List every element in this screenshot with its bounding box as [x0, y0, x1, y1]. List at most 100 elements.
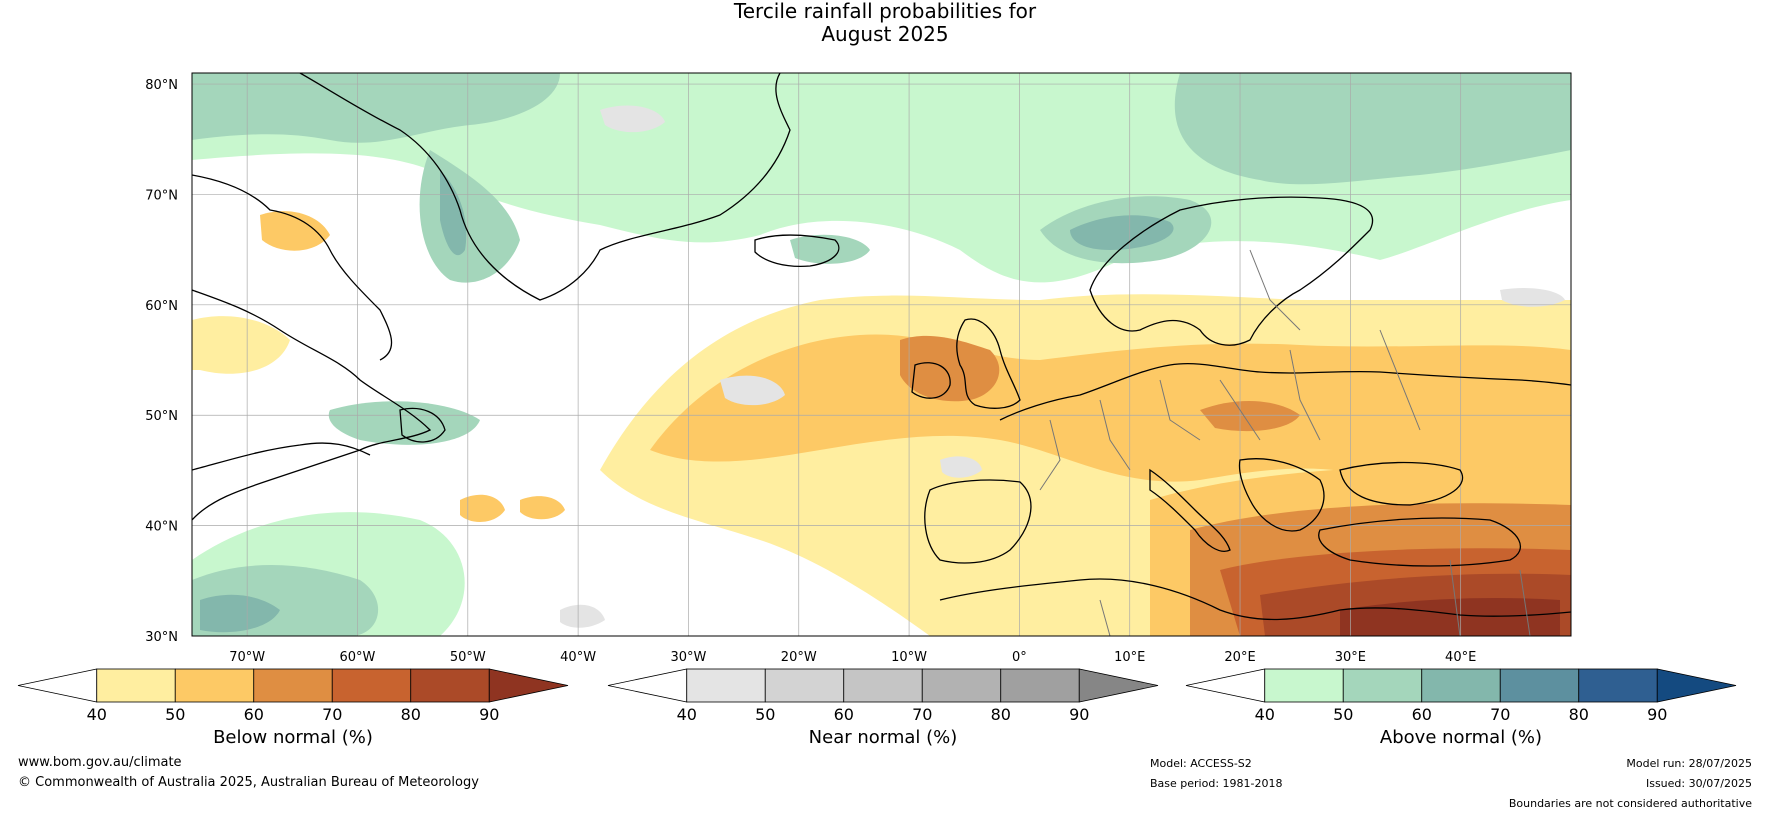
- colorbar-segment: [410, 668, 490, 703]
- model-run-text: Model run: 28/07/2025: [1626, 757, 1752, 770]
- border-line: [1219, 379, 1261, 441]
- colorbar-segment: [764, 668, 845, 703]
- country-borders: [1039, 249, 1531, 636]
- longitude-tick-label: 0°: [1012, 650, 1027, 665]
- probability-shading: [192, 73, 1571, 636]
- italy-coast: [1149, 468, 1231, 552]
- colorbar-tick-label: 80: [991, 705, 1011, 724]
- colorbar-extend-high: [1656, 668, 1737, 703]
- north-america-coast: [192, 442, 371, 471]
- colorbar-segment: [1421, 668, 1501, 703]
- colorbar: 40 50 60 70 80 90: [17, 668, 569, 724]
- above-normal-region: [790, 234, 870, 264]
- colorbar-tick-label: 80: [401, 705, 421, 724]
- colorbar-segment: [1499, 668, 1580, 703]
- colorbar-tick-label: 70: [1490, 705, 1510, 724]
- colorbar-tick-label: 40: [87, 705, 107, 724]
- above-normal-region: [1070, 215, 1174, 250]
- copyright-text: © Commonwealth of Australia 2025, Austra…: [18, 775, 479, 790]
- longitude-tick-label: 40°W: [560, 650, 596, 665]
- border-line: [1099, 399, 1131, 471]
- colorbar-tick-label: 70: [912, 705, 932, 724]
- below-normal-region: [260, 211, 330, 251]
- border-line: [1519, 569, 1531, 636]
- turkey-coast: [1318, 517, 1522, 567]
- colorbar-segment: [96, 668, 176, 703]
- colorbar-extend-low: [607, 668, 688, 703]
- black-sea-coast: [1339, 461, 1464, 506]
- axis-labels: 80°N 70°N 60°N 50°N 40°N 30°N 70°W 60°W 50°W 40°W…: [145, 78, 1476, 665]
- longitude-tick-label: 70°W: [229, 650, 265, 665]
- colorbar-extend-high: [1078, 668, 1159, 703]
- latitude-tick-label: 60°N: [145, 299, 178, 314]
- below-normal-region: [650, 334, 1571, 520]
- longitude-tick-label: 30°W: [670, 650, 706, 665]
- colorbar-label-near: Near normal (%): [808, 727, 958, 748]
- colorbar-tick-label: 90: [1069, 705, 1089, 724]
- europe-coast: [999, 362, 1571, 421]
- longitude-tick-label: 60°W: [340, 650, 376, 665]
- disclaimer-text: Boundaries are not considered authoritat…: [1508, 797, 1752, 810]
- colorbar-extend-low: [1185, 668, 1266, 703]
- above-normal-region: [1174, 73, 1571, 185]
- latitude-tick-label: 30°N: [145, 630, 178, 645]
- colorbar-segment: [1578, 668, 1658, 703]
- border-line: [1159, 379, 1201, 441]
- below-normal-region: [520, 496, 565, 520]
- britain-coast: [956, 318, 1021, 409]
- below-normal-region: [192, 316, 290, 374]
- balkans-coast: [1238, 458, 1325, 532]
- colorbar-label-below: Below normal (%): [213, 727, 373, 748]
- near-normal-region: [600, 105, 665, 133]
- longitude-tick-label: 10°E: [1114, 650, 1145, 665]
- border-line: [1249, 249, 1301, 331]
- colorbar-tick-label: 90: [479, 705, 499, 724]
- map-title: Tercile rainfall probabilities for Augus…: [0, 0, 1770, 46]
- colorbars: 40 50 60 70 80 90 40 50 60 70 80 90 40 50 60 70 80 90: [17, 668, 1737, 724]
- colorbar-segment: [174, 668, 255, 703]
- iceland-coast: [754, 234, 840, 268]
- border-line: [1039, 419, 1061, 491]
- iberia-coast: [924, 479, 1032, 564]
- title-line-1: Tercile rainfall probabilities for: [733, 0, 1037, 23]
- coastlines: [192, 73, 1571, 621]
- map-frame: [191, 72, 1572, 637]
- near-normal-region: [560, 604, 605, 628]
- base-period-text: Base period: 1981-2018: [1150, 777, 1283, 790]
- colorbar-extend-low: [17, 668, 98, 703]
- colorbar-segment: [1000, 668, 1080, 703]
- near-normal-region: [940, 456, 982, 478]
- below-normal-region: [1200, 400, 1300, 432]
- newfoundland-coast: [399, 407, 446, 443]
- latitude-tick-label: 70°N: [145, 188, 178, 203]
- colorbar-tick-label: 40: [1255, 705, 1275, 724]
- colorbar-segment: [1264, 668, 1344, 703]
- above-normal-region: [200, 594, 280, 633]
- labrador-coast: [192, 289, 432, 521]
- colorbar-tick-label: 60: [244, 705, 264, 724]
- colorbar-tick-label: 50: [1333, 705, 1353, 724]
- title-line-2: August 2025: [821, 22, 949, 46]
- colorbar-segment: [686, 668, 766, 703]
- latitude-tick-label: 80°N: [145, 78, 178, 93]
- above-normal-region: [440, 170, 467, 256]
- longitude-tick-label: 20°W: [781, 650, 817, 665]
- colorbar: 40 50 60 70 80 90: [607, 668, 1159, 724]
- near-normal-region: [1500, 288, 1565, 307]
- border-line: [1289, 349, 1321, 441]
- longitude-tick-label: 30°E: [1335, 650, 1366, 665]
- colorbar-tick-label: 60: [1412, 705, 1432, 724]
- below-normal-region: [1340, 598, 1560, 636]
- near-normal-region: [720, 375, 785, 406]
- baffin-coast: [192, 174, 393, 361]
- scandinavia-coast: [1089, 196, 1374, 346]
- colorbar: 40 50 60 70 80 90: [1185, 668, 1737, 724]
- colorbar-label-above: Above normal (%): [1379, 727, 1543, 748]
- colorbar-tick-label: 60: [834, 705, 854, 724]
- issued-text: Issued: 30/07/2025: [1645, 777, 1752, 790]
- website-text: www.bom.gov.au/climate: [18, 755, 182, 770]
- colorbar-tick-label: 40: [677, 705, 697, 724]
- border-line: [1379, 329, 1421, 431]
- colorbar-segment: [921, 668, 1002, 703]
